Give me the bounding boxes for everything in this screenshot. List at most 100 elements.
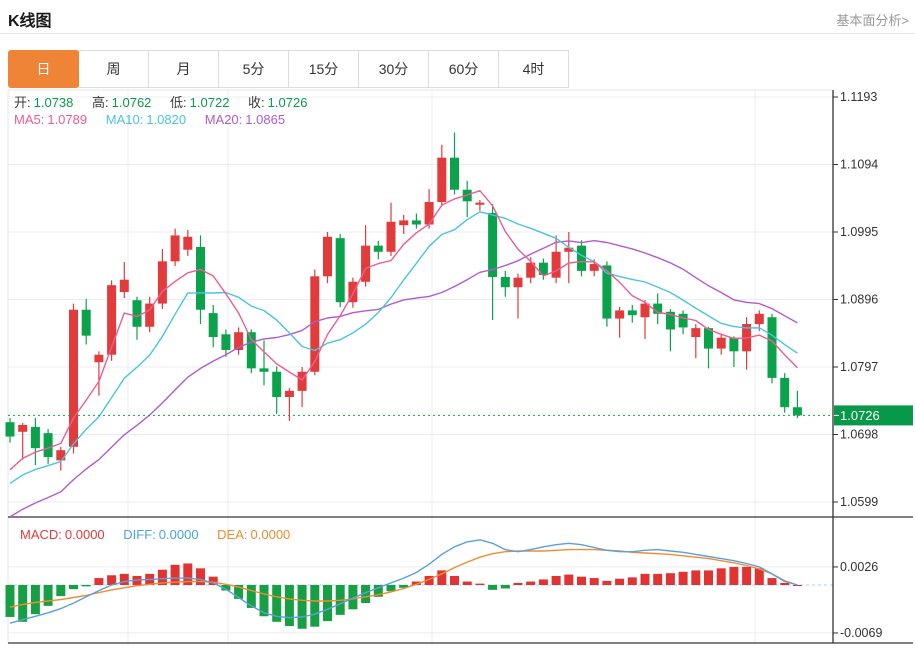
ma10-label: MA10: bbox=[105, 112, 144, 127]
candle-body bbox=[284, 390, 294, 397]
candle-body bbox=[691, 328, 701, 337]
candle-body bbox=[18, 424, 28, 432]
ma5-label: MA5: bbox=[14, 112, 45, 127]
candle-body bbox=[157, 261, 167, 304]
dea-label: DEA: bbox=[217, 527, 248, 542]
macd-bar bbox=[246, 585, 256, 608]
y-axis-labels: 1.1193 1.1094 1.0995 1.0896 1.0797 1.0698 1.05… bbox=[833, 90, 882, 640]
diff-label: DIFF: bbox=[123, 527, 156, 542]
macd-bar bbox=[678, 571, 688, 585]
candle-body bbox=[551, 251, 561, 278]
dea-value: 0.0000 bbox=[250, 527, 291, 542]
macd-bar bbox=[43, 585, 53, 606]
ma10-value: 1.0820 bbox=[146, 112, 187, 127]
macd-bar bbox=[196, 568, 205, 585]
candle-body bbox=[665, 311, 675, 330]
ma-legend: MA5: 1.0789 MA10: 1.0820 MA20: 1.0865 bbox=[14, 112, 288, 127]
ma-overlays bbox=[9, 189, 798, 516]
candle-body bbox=[729, 337, 739, 352]
candle-body bbox=[69, 309, 78, 447]
fundamental-analysis-link[interactable]: 基本面分析> bbox=[836, 13, 909, 28]
macd-bar bbox=[526, 581, 536, 585]
ma5-line bbox=[9, 189, 798, 471]
tab-5分[interactable]: 5分 bbox=[218, 50, 289, 88]
macd-label: MACD: bbox=[20, 527, 62, 542]
candle-body bbox=[234, 332, 244, 350]
candle-body bbox=[5, 422, 15, 437]
macd-bar bbox=[373, 585, 383, 597]
macd-bar bbox=[780, 582, 790, 585]
macd-bar bbox=[18, 585, 28, 622]
candle-body bbox=[246, 332, 256, 369]
macd-bar bbox=[754, 568, 764, 585]
tab-15分[interactable]: 15分 bbox=[288, 50, 359, 88]
candle-body bbox=[615, 310, 625, 319]
macd-bar bbox=[183, 563, 193, 585]
tab-4时[interactable]: 4时 bbox=[498, 50, 569, 88]
macd-bar bbox=[653, 573, 663, 585]
macd-bar bbox=[450, 575, 459, 585]
candle-body bbox=[310, 276, 320, 372]
macd-bar bbox=[119, 573, 129, 585]
candle-body bbox=[145, 303, 155, 327]
y-axis-label: 1.1193 bbox=[840, 90, 877, 104]
macd-bar bbox=[615, 578, 625, 585]
candle-body bbox=[183, 236, 193, 250]
candle-body bbox=[488, 212, 498, 277]
current-price-value: 1.0726 bbox=[840, 408, 880, 423]
candle-body bbox=[196, 247, 205, 310]
candle-body bbox=[81, 309, 91, 336]
macd-bar bbox=[500, 585, 510, 589]
macd-bar bbox=[208, 576, 218, 585]
macd-bar bbox=[462, 581, 472, 585]
tab-60分[interactable]: 60分 bbox=[428, 50, 499, 88]
candle-body bbox=[56, 450, 66, 461]
candle-body bbox=[259, 368, 269, 372]
macd-bar bbox=[665, 573, 675, 585]
candle-body bbox=[538, 262, 548, 275]
ma5-value: 1.0789 bbox=[47, 112, 88, 127]
close-label: 收: bbox=[248, 95, 265, 110]
macd-bar bbox=[272, 585, 282, 622]
ma20-label: MA20: bbox=[204, 112, 243, 127]
y-axis-label: 1.0599 bbox=[840, 495, 878, 509]
page-title: K线图 bbox=[8, 13, 52, 30]
macd-bar bbox=[716, 568, 726, 585]
macd-bar bbox=[5, 585, 15, 617]
y-axis-label: 1.0995 bbox=[840, 225, 878, 239]
ma10-line bbox=[9, 211, 798, 484]
candle-body bbox=[450, 157, 459, 190]
macd-bar bbox=[386, 585, 396, 592]
macd-bar bbox=[551, 575, 561, 585]
candle-body bbox=[411, 220, 421, 225]
candle-body bbox=[780, 377, 790, 408]
macd-histogram bbox=[5, 563, 802, 629]
y-axis-label: 1.1094 bbox=[840, 158, 878, 172]
tab-月[interactable]: 月 bbox=[148, 50, 219, 88]
candle-body bbox=[107, 285, 117, 355]
candle-body bbox=[386, 221, 396, 252]
candle-body bbox=[704, 328, 713, 349]
tab-日[interactable]: 日 bbox=[8, 50, 79, 88]
macd-bar bbox=[411, 581, 421, 585]
candle-body bbox=[132, 300, 142, 327]
macd-bar bbox=[81, 585, 91, 587]
macd-bar bbox=[627, 577, 637, 585]
macd-bar bbox=[767, 578, 777, 585]
candle-body bbox=[272, 371, 282, 397]
header-bar: K线图 基本面分析> bbox=[0, 0, 915, 33]
candle-body bbox=[208, 313, 218, 337]
candle-body bbox=[335, 238, 345, 303]
macd-bar bbox=[475, 583, 485, 585]
period-tab-bar: 日周月 5分 15分 30分 60分 4时 bbox=[8, 50, 569, 88]
macd-bar bbox=[742, 566, 752, 585]
macd-bar bbox=[170, 564, 180, 585]
tab-30分[interactable]: 30分 bbox=[358, 50, 429, 88]
macd-bar bbox=[538, 579, 548, 585]
candle-body bbox=[678, 313, 688, 328]
macd-bar bbox=[221, 585, 231, 591]
candle-body bbox=[399, 220, 409, 226]
candle-body bbox=[94, 354, 104, 363]
candle-body bbox=[373, 245, 383, 252]
